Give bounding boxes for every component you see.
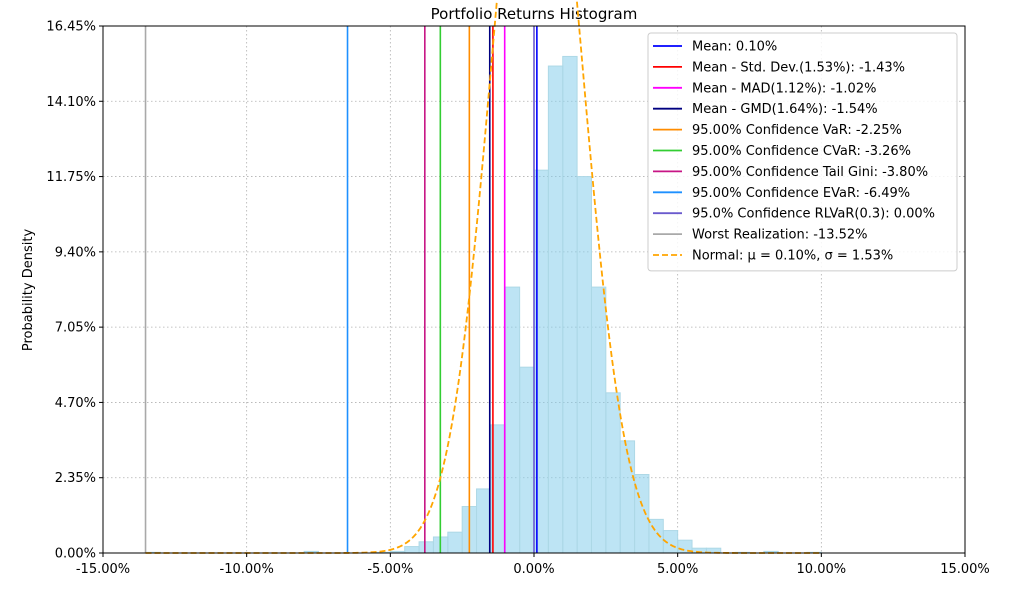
histogram-bar bbox=[476, 488, 492, 554]
histogram-bar bbox=[447, 531, 463, 554]
y-axis-label: Probability Density bbox=[21, 229, 36, 352]
axis-layer: -15.00% -10.00% -5.00% 0.00% 5.00% 10.00% 15.0… bbox=[46, 20, 989, 578]
legend-label: 95.00% Confidence EVaR: -6.49% bbox=[692, 186, 910, 201]
y-tick-label: 4.70% bbox=[55, 396, 96, 411]
histogram-bar bbox=[418, 541, 434, 554]
legend-label: Mean - MAD(1.12%): -1.02% bbox=[692, 81, 876, 96]
histogram-bar bbox=[404, 546, 420, 554]
x-tick-label: -15.00% bbox=[76, 562, 130, 577]
x-tick-label: 0.00% bbox=[513, 562, 554, 577]
legend-label: 95.00% Confidence CVaR: -3.26% bbox=[692, 144, 911, 159]
legend: Mean: 0.10% Mean - Std. Dev.(1.53%): -1.4… bbox=[647, 32, 958, 272]
histogram-bar bbox=[547, 65, 564, 554]
y-tick-label: 7.05% bbox=[55, 321, 96, 336]
y-tick-label: 0.00% bbox=[55, 547, 96, 562]
histogram-bar bbox=[619, 440, 636, 554]
legend-label: 95.0% Confidence RLVaR(0.3): 0.00% bbox=[692, 207, 935, 222]
y-tick-label: 2.35% bbox=[55, 471, 96, 486]
y-tick-label: 14.10% bbox=[46, 95, 96, 110]
x-tick-label: 10.00% bbox=[797, 562, 847, 577]
x-tick-label: -10.00% bbox=[220, 562, 274, 577]
chart-title: Portfolio Returns Histogram bbox=[431, 5, 638, 23]
legend-label: 95.00% Confidence VaR: -2.25% bbox=[692, 123, 902, 138]
legend-label: Worst Realization: -13.52% bbox=[692, 228, 868, 243]
x-tick-label: -5.00% bbox=[367, 562, 413, 577]
x-tick-label: 15.00% bbox=[940, 562, 990, 577]
histogram-bar bbox=[519, 366, 535, 554]
y-tick-label: 9.40% bbox=[55, 245, 96, 260]
histogram-bar bbox=[590, 286, 607, 554]
histogram-bar bbox=[562, 55, 578, 554]
legend-label: Mean: 0.10% bbox=[692, 40, 777, 55]
histogram-bar bbox=[576, 176, 592, 554]
legend-box bbox=[647, 32, 958, 272]
legend-label: Mean - Std. Dev.(1.53%): -1.43% bbox=[692, 60, 905, 75]
histogram-bar bbox=[634, 474, 650, 554]
reference-lines-layer bbox=[144, 26, 538, 553]
bars-layer bbox=[145, 55, 822, 554]
histogram-bar bbox=[605, 392, 621, 554]
histogram-bar bbox=[504, 286, 521, 554]
legend-label: 95.00% Confidence Tail Gini: -3.80% bbox=[692, 165, 928, 180]
y-tick-label: 16.45% bbox=[46, 20, 96, 35]
histogram-bar bbox=[648, 518, 664, 554]
y-tick-label: 11.75% bbox=[46, 170, 96, 185]
x-tick-label: 5.00% bbox=[657, 562, 698, 577]
legend-label: Normal: μ = 0.10%, σ = 1.53% bbox=[692, 249, 893, 264]
legend-label: Mean - GMD(1.64%): -1.54% bbox=[692, 102, 878, 117]
